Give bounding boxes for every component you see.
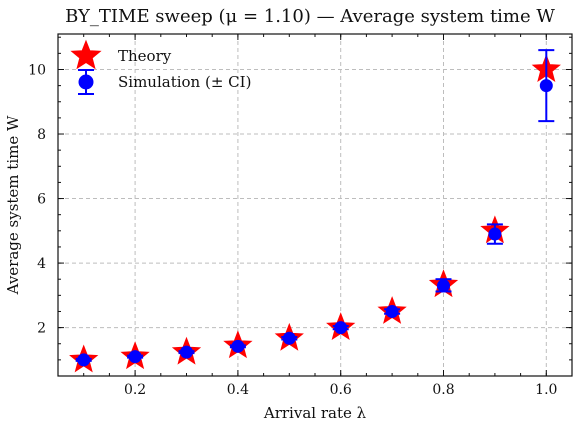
y-axis-label: Average system time W xyxy=(4,115,22,295)
x-tick-label: 0.6 xyxy=(330,382,352,398)
simulation-point xyxy=(180,345,193,359)
legend-theory-label: Theory xyxy=(118,47,172,65)
y-tick-label: 4 xyxy=(37,256,46,272)
y-tick-label: 2 xyxy=(37,321,46,337)
simulation-point xyxy=(334,321,348,335)
simulation-point xyxy=(282,331,296,345)
chart-title: BY_TIME sweep (μ = 1.10) — Average syste… xyxy=(65,6,555,27)
x-axis-label: Arrival rate λ xyxy=(263,404,367,422)
x-tick-label: 0.2 xyxy=(124,382,146,398)
y-tick-label: 6 xyxy=(37,192,46,208)
simulation-point xyxy=(488,227,502,241)
y-tick-label: 10 xyxy=(28,62,46,78)
x-tick-label: 0.8 xyxy=(432,382,454,398)
x-tick-label: 0.4 xyxy=(227,382,249,398)
legend-simulation-marker xyxy=(78,74,94,90)
simulation-point xyxy=(539,79,553,93)
legend: Theory Simulation (± CI) xyxy=(70,39,251,95)
y-tick-label: 8 xyxy=(37,127,46,143)
plot-frame xyxy=(57,33,573,377)
simulation-point xyxy=(437,279,450,293)
simulation-point xyxy=(385,304,399,318)
simulation-point xyxy=(128,350,142,364)
legend-theory-marker xyxy=(70,39,102,70)
x-tick-label: 1.0 xyxy=(535,382,557,398)
legend-simulation-label: Simulation (± CI) xyxy=(118,73,251,91)
simulation-point xyxy=(231,339,245,353)
simulation-point xyxy=(77,353,91,367)
plot-group: 0.2 0.4 0.6 0.8 1.0 2 4 6 8 10 xyxy=(28,33,573,398)
